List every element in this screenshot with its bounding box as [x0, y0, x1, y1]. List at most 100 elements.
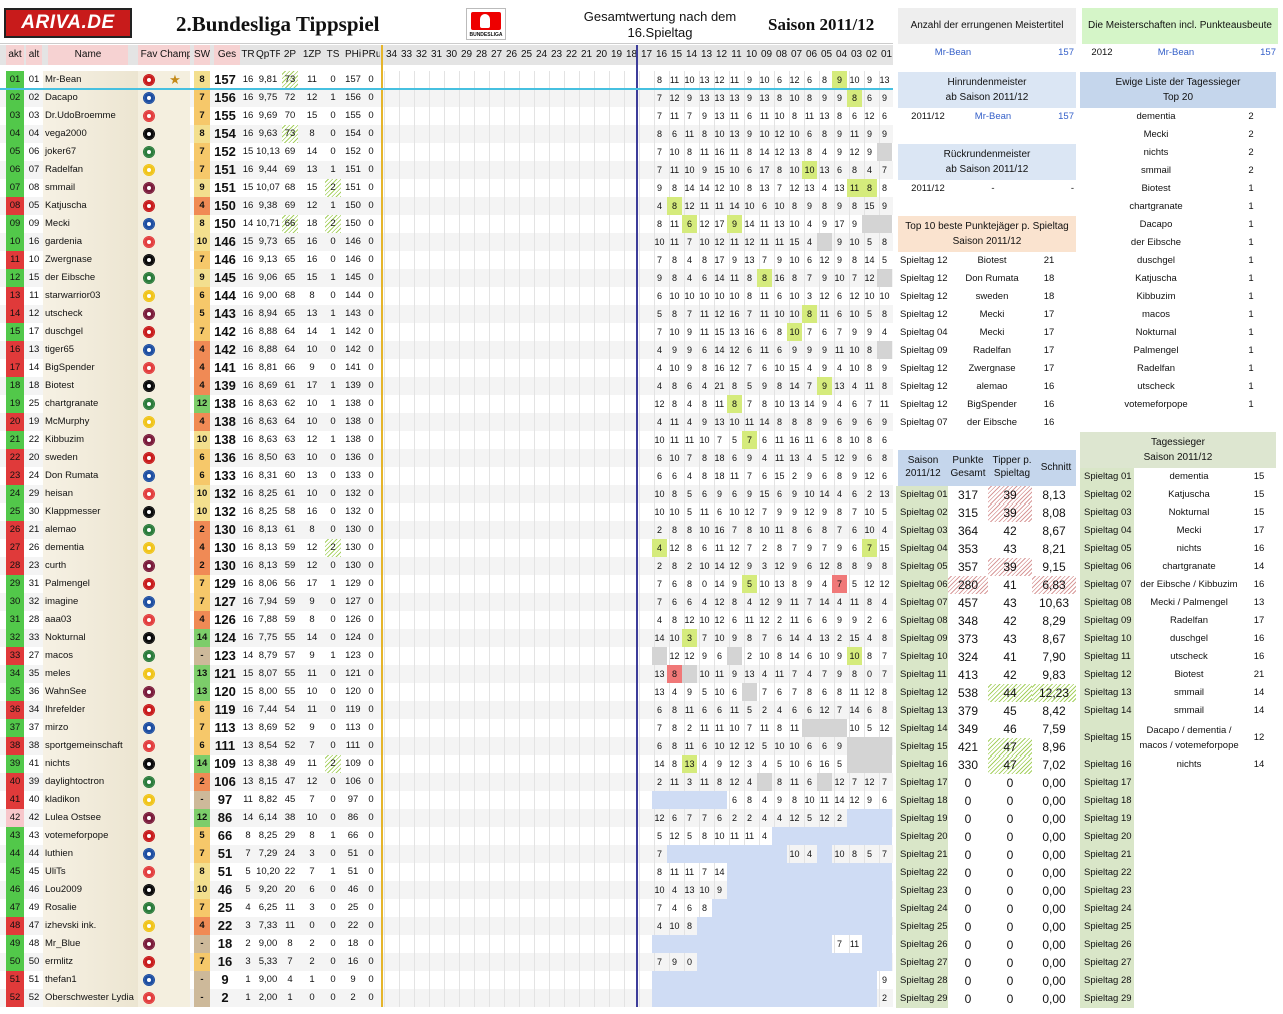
meistertitel-value[interactable]: 157: [1058, 47, 1074, 58]
stats-average: 0,00: [1042, 830, 1066, 844]
matchday-score: 5: [731, 435, 737, 445]
player-name[interactable]: ermlitz: [43, 953, 138, 971]
player-name[interactable]: aaa03: [43, 611, 138, 629]
player-name[interactable]: BigSpender: [43, 359, 138, 377]
rank-previous: 40: [28, 794, 40, 805]
player-name[interactable]: smmail: [43, 179, 138, 197]
points-first-half: 146: [345, 236, 361, 247]
player-name[interactable]: sweden: [43, 449, 138, 467]
player-name[interactable]: mirzo: [43, 719, 138, 737]
player-name[interactable]: tiger65: [43, 341, 138, 359]
player-name[interactable]: Radelfan: [43, 161, 138, 179]
matchday-score: 10: [729, 507, 740, 517]
stats-tippers: 0: [1006, 938, 1014, 952]
matchday-score: 4: [881, 327, 887, 337]
matchday-score: 11: [729, 111, 740, 121]
player-name[interactable]: Palmengel: [43, 575, 138, 593]
matchday-score: 10: [684, 291, 695, 301]
player-name[interactable]: WahnSee: [43, 683, 138, 701]
player-name[interactable]: imagine: [43, 593, 138, 611]
player-name[interactable]: Mr_Blue: [43, 935, 138, 953]
col-header-matchday: 01: [880, 49, 893, 60]
stats-matchday: Spieltag 26: [896, 936, 948, 954]
player-name[interactable]: Mecki: [43, 215, 138, 233]
player-name[interactable]: Rosalie: [43, 899, 138, 917]
player-name[interactable]: der Eibsche: [43, 269, 138, 287]
player-name[interactable]: daylightoctron: [43, 773, 138, 791]
points-first-half: 97: [347, 794, 359, 805]
tagessieger-player: [1134, 936, 1244, 954]
rank-current: 48: [6, 917, 24, 935]
player-name[interactable]: Klappmesser: [43, 503, 138, 521]
meisterschaften-name[interactable]: Mr-Bean: [1157, 47, 1195, 58]
player-name[interactable]: kladikon: [43, 791, 138, 809]
player-name[interactable]: Don Rumata: [43, 467, 138, 485]
matchday-score: 10: [774, 741, 785, 751]
stats-total-points: 348: [957, 614, 979, 628]
player-name[interactable]: meles: [43, 665, 138, 683]
points-first-half: 133: [345, 470, 361, 481]
player-name[interactable]: Oberschwester Lydia: [43, 989, 138, 1007]
points-first-half: 144: [345, 290, 361, 301]
matchday-score: 8: [671, 399, 677, 409]
player-name[interactable]: Katjuscha: [43, 197, 138, 215]
player-name[interactable]: thefan1: [43, 971, 138, 989]
player-name[interactable]: heisan: [43, 485, 138, 503]
ewige-player: chartgranate: [1129, 201, 1183, 212]
player-name[interactable]: McMurphy: [43, 413, 138, 431]
player-name[interactable]: chartgranate: [43, 395, 138, 413]
player-name[interactable]: gardenia: [43, 233, 138, 251]
player-name[interactable]: curth: [43, 557, 138, 575]
player-name[interactable]: joker67: [43, 143, 138, 161]
player-name[interactable]: macos: [43, 647, 138, 665]
matchday-score: [757, 881, 772, 899]
matchday-score: 12: [849, 291, 860, 301]
player-name[interactable]: nichts: [43, 755, 138, 773]
player-name[interactable]: Lulea Ostsee: [43, 809, 138, 827]
points-first-half: 130: [345, 542, 361, 553]
player-name[interactable]: Kibbuzim: [43, 431, 138, 449]
player-name[interactable]: UliTs: [43, 863, 138, 881]
points-second-half: 0: [368, 578, 374, 589]
player-name[interactable]: utscheck: [43, 305, 138, 323]
matchday-score: 11: [804, 435, 815, 445]
meistertitel-name[interactable]: Mr-Bean: [934, 47, 972, 58]
player-name[interactable]: Mr-Bean: [43, 71, 138, 89]
matchday-score: 8: [836, 561, 842, 571]
hinrunde-value[interactable]: 157: [1058, 111, 1074, 122]
points-per-match: 8,25: [258, 488, 278, 499]
player-name[interactable]: Ihrefelder: [43, 701, 138, 719]
player-name[interactable]: Lou2009: [43, 881, 138, 899]
player-name[interactable]: Dacapo: [43, 89, 138, 107]
favorite-team-icon: [138, 899, 160, 917]
matches-played: 16: [242, 362, 254, 373]
total-points: 150: [214, 216, 236, 231]
matchday-score: 10: [669, 633, 680, 643]
player-name[interactable]: starwarrior03: [43, 287, 138, 305]
matchday-score: [742, 863, 757, 881]
player-name[interactable]: Nokturnal: [43, 629, 138, 647]
player-name[interactable]: dementia: [43, 539, 138, 557]
player-name[interactable]: sportgemeinschaft: [43, 737, 138, 755]
matchday-score: [862, 881, 877, 899]
player-name[interactable]: votemeforpope: [43, 827, 138, 845]
player-name[interactable]: Biotest: [43, 377, 138, 395]
player-name[interactable]: duschgel: [43, 323, 138, 341]
ariva-logo[interactable]: ARIVA.DE: [4, 8, 132, 38]
player-name[interactable]: alemao: [43, 521, 138, 539]
matchday-score: 9: [851, 453, 857, 463]
player-name[interactable]: Zwergnase: [43, 251, 138, 269]
favorite-team-icon: [138, 161, 160, 179]
hinrunde-name[interactable]: Mr-Bean: [974, 111, 1012, 122]
stats-total-points: 0: [964, 830, 972, 844]
stats-tippers: 46: [1003, 722, 1017, 736]
matchday-score: 7: [656, 327, 662, 337]
points-per-match: 8,15: [258, 776, 278, 787]
player-name[interactable]: Dr.UdoBroemme: [43, 107, 138, 125]
player-name[interactable]: vega2000: [43, 125, 138, 143]
matchday-score: 4: [821, 147, 827, 157]
day-wins: 0: [330, 74, 336, 85]
meisterschaften-value[interactable]: 157: [1260, 47, 1276, 58]
player-name[interactable]: luthien: [43, 845, 138, 863]
player-name[interactable]: izhevski ink.: [43, 917, 138, 935]
